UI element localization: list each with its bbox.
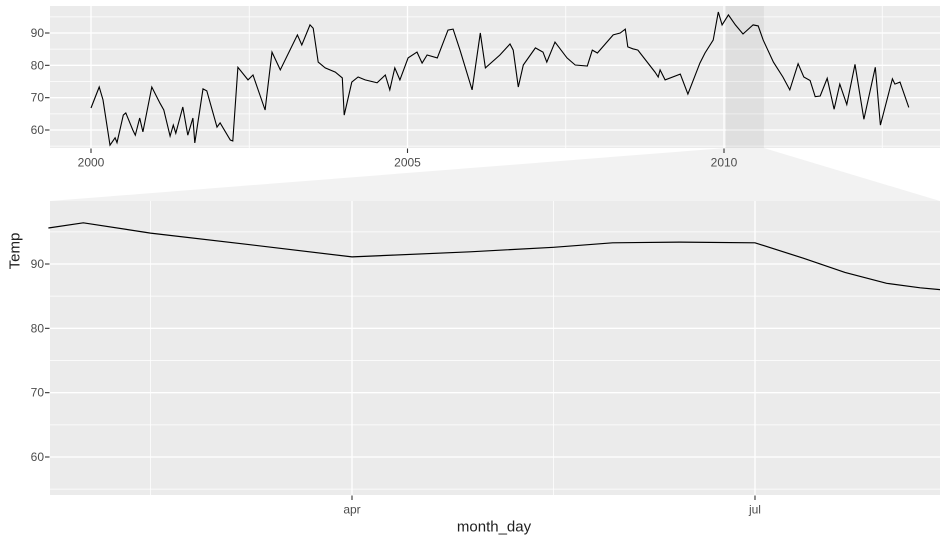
x-tick-label: jul [748,503,761,517]
y-tick-label: 80 [31,321,45,335]
zoom-indicator-band [725,6,764,148]
panel-bg-zoom_2010 [50,201,940,495]
temp-line-overview [90,11,910,147]
y-tick-label: 80 [31,58,45,72]
x-axis-title: month_day [456,518,532,536]
y-axis-title: Temp [6,232,24,270]
y-tick-label: 60 [31,450,45,464]
panel-overview: 2000 2005 2010 90 80 70 60 [31,6,940,170]
x-tick-label: 2000 [78,156,105,170]
y-tick-label: 70 [31,91,45,105]
x-tick-label: 2005 [394,156,421,170]
y-tick-label: 90 [31,26,45,40]
panel-bg-overview [50,6,940,148]
y-tick-label: 90 [31,257,45,271]
panel-zoom_2010: apr jul 90 80 70 60 [31,201,940,517]
y-tick-label: 60 [31,123,45,137]
temp-line-zoom_2010 [48,222,940,291]
x-tick-label: 2010 [711,156,738,170]
y-tick-label: 70 [31,386,45,400]
x-tick-label: apr [343,503,360,517]
zoom-connector-shape [50,148,940,201]
